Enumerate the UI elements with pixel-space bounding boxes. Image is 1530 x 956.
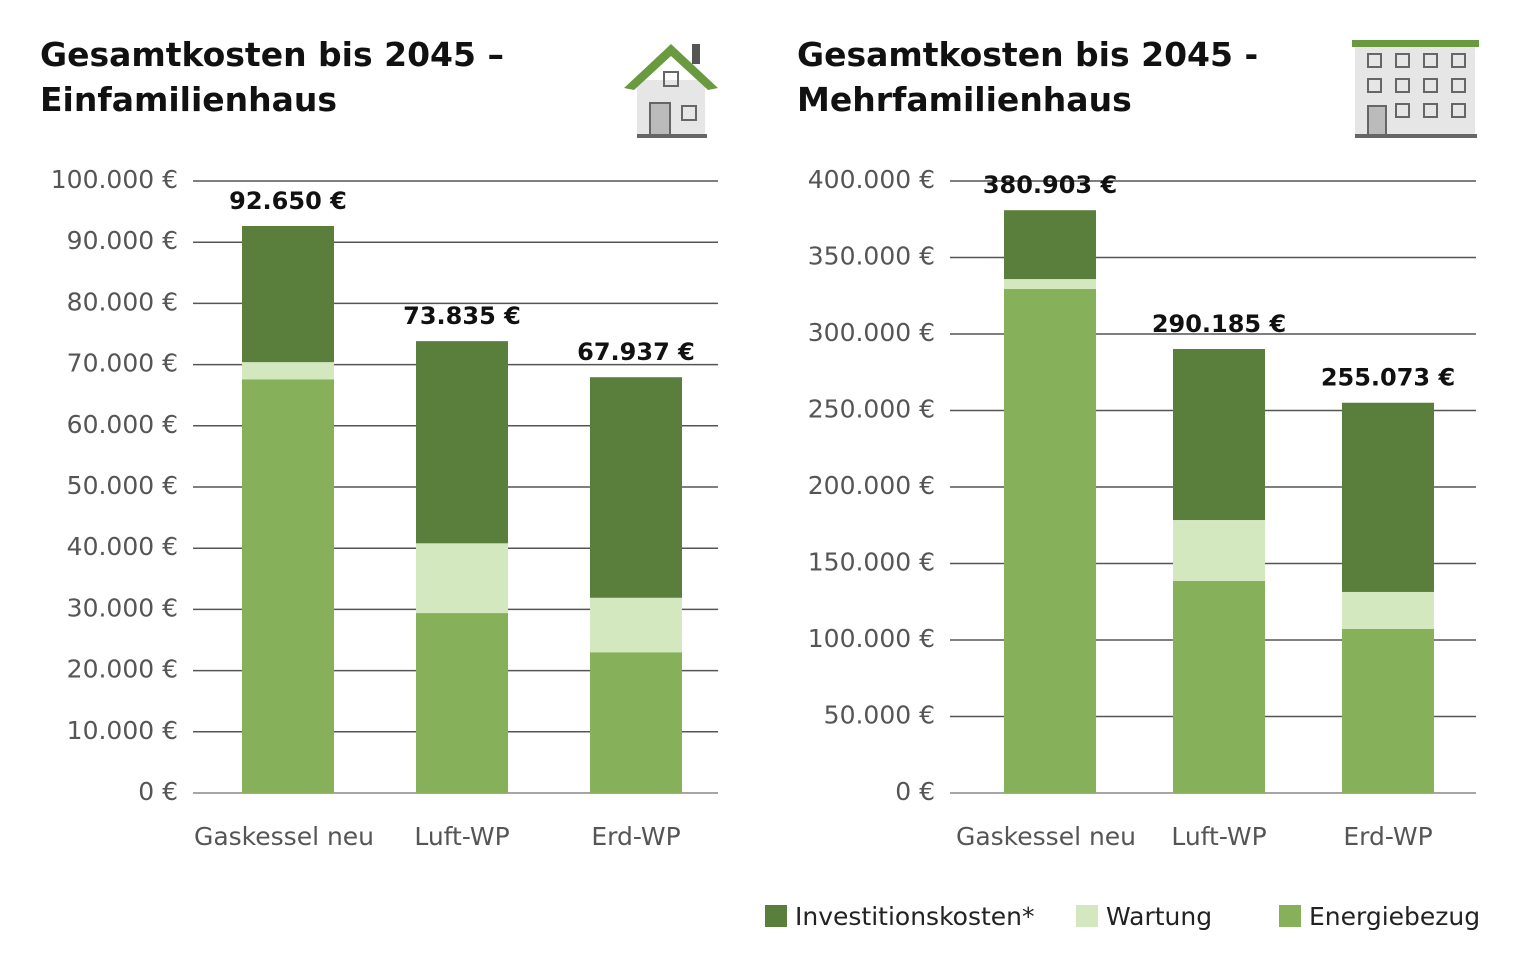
y-tick-label: 150.000 € <box>808 548 935 577</box>
bar-segment <box>416 613 508 793</box>
total-label: 290.185 € <box>1152 310 1286 338</box>
house-icon <box>624 44 718 138</box>
y-tick-label: 70.000 € <box>67 349 178 378</box>
bar-segment <box>1173 349 1265 521</box>
y-tick-label: 0 € <box>895 777 935 806</box>
x-tick-label: Luft-WP <box>414 822 509 851</box>
y-tick-label: 60.000 € <box>67 410 178 439</box>
y-tick-label: 90.000 € <box>67 226 178 255</box>
bar-segment <box>416 341 508 544</box>
bar-segment <box>1004 279 1096 290</box>
x-tick-label: Erd-WP <box>591 822 680 851</box>
bar-segment <box>1173 580 1265 793</box>
y-tick-label: 30.000 € <box>67 593 178 622</box>
bar-segment <box>416 543 508 614</box>
y-tick-label: 250.000 € <box>808 395 935 424</box>
y-tick-label: 100.000 € <box>51 165 178 194</box>
y-tick-label: 0 € <box>138 777 178 806</box>
legend-label: Wartung <box>1106 902 1212 931</box>
y-tick-label: 50.000 € <box>67 471 178 500</box>
y-tick-label: 20.000 € <box>67 655 178 684</box>
bar-segment <box>590 377 682 598</box>
legend-swatch <box>1076 905 1098 927</box>
legend-label: Investitionskosten* <box>795 902 1035 931</box>
bar-segment <box>242 225 334 363</box>
bar-segment <box>242 379 334 793</box>
total-label: 67.937 € <box>577 338 695 366</box>
total-label: 255.073 € <box>1321 364 1455 392</box>
y-tick-label: 400.000 € <box>808 165 935 194</box>
x-tick-label: Luft-WP <box>1171 822 1266 851</box>
building-icon <box>1352 40 1479 138</box>
bar-segment <box>1173 520 1265 581</box>
total-label: 380.903 € <box>983 171 1117 199</box>
total-label: 92.650 € <box>229 187 347 215</box>
bar-segment <box>590 597 682 653</box>
legend-swatch <box>765 905 787 927</box>
y-tick-label: 40.000 € <box>67 532 178 561</box>
legend-swatch <box>1279 905 1301 927</box>
x-tick-label: Erd-WP <box>1343 822 1432 851</box>
bar-segment <box>1342 591 1434 629</box>
bar-segment <box>1004 210 1096 280</box>
y-tick-label: 50.000 € <box>824 701 935 730</box>
y-tick-label: 100.000 € <box>808 624 935 653</box>
bar-segment <box>242 362 334 380</box>
chart-title: Gesamtkosten bis 2045 – Einfamilienhaus <box>40 35 504 119</box>
bar-segment <box>1342 402 1434 592</box>
bar-segment <box>1004 289 1096 793</box>
y-tick-label: 80.000 € <box>67 287 178 316</box>
y-tick-label: 200.000 € <box>808 471 935 500</box>
x-tick-label: Gaskessel neu <box>194 822 374 851</box>
bar-segment <box>590 652 682 793</box>
chart-title: Gesamtkosten bis 2045 - Mehrfamilienhaus <box>797 35 1259 119</box>
total-label: 73.835 € <box>403 302 521 330</box>
x-tick-label: Gaskessel neu <box>956 822 1136 851</box>
legend-label: Energiebezug <box>1309 902 1480 931</box>
y-tick-label: 10.000 € <box>67 716 178 745</box>
y-tick-label: 300.000 € <box>808 318 935 347</box>
y-tick-label: 350.000 € <box>808 242 935 271</box>
bar-segment <box>1342 628 1434 793</box>
